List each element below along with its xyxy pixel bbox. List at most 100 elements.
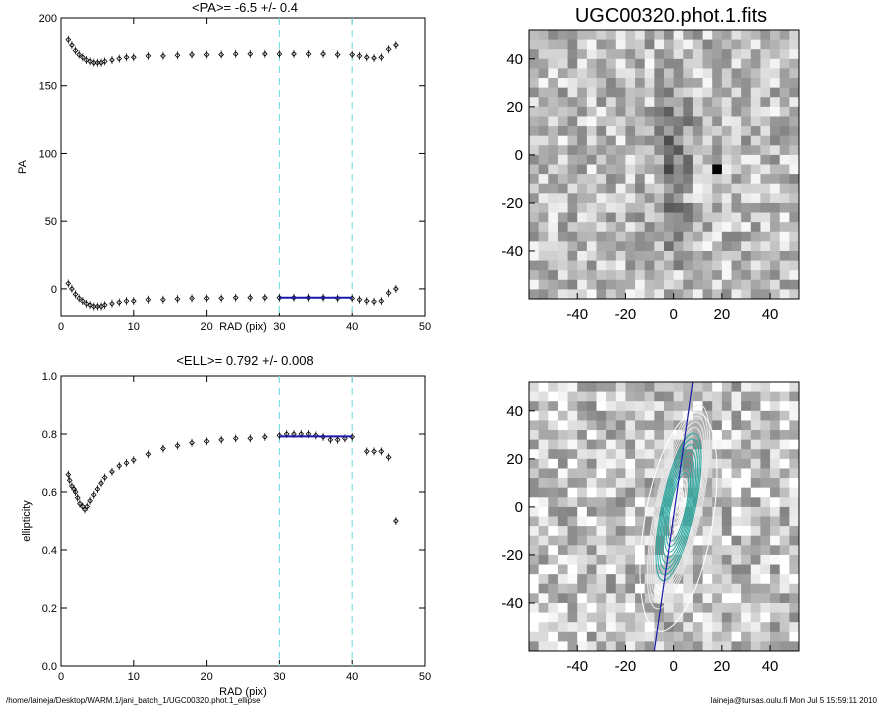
pixel xyxy=(538,78,549,89)
pixel xyxy=(548,135,559,146)
pixel xyxy=(760,183,771,194)
pixel xyxy=(596,391,607,402)
y-tick-label: -40 xyxy=(501,243,523,260)
pixel xyxy=(683,583,694,594)
pixel xyxy=(586,545,597,556)
pixel xyxy=(702,97,713,108)
pixel xyxy=(770,145,781,156)
pixel xyxy=(577,449,588,460)
pixel xyxy=(683,401,694,412)
pixel xyxy=(789,183,800,194)
pixel xyxy=(548,39,559,50)
pixel xyxy=(741,78,752,89)
pixel xyxy=(731,420,742,431)
pixel xyxy=(538,49,549,60)
pixel xyxy=(567,279,578,290)
pixel xyxy=(644,78,655,89)
pixel xyxy=(548,506,559,517)
pixel xyxy=(750,391,761,402)
pixel xyxy=(596,506,607,517)
pixel xyxy=(635,430,646,441)
isophote-ellipse xyxy=(667,472,690,542)
pixel xyxy=(557,487,569,498)
pixel xyxy=(567,401,578,412)
pixel xyxy=(567,202,578,214)
pixel xyxy=(731,468,742,479)
pixel xyxy=(548,250,559,262)
pixel xyxy=(596,545,607,556)
pixel xyxy=(557,222,569,233)
pixel xyxy=(760,602,771,614)
pixel xyxy=(760,49,771,60)
pixel xyxy=(654,458,665,469)
pixel xyxy=(548,420,559,431)
pixel xyxy=(606,116,617,127)
pixel xyxy=(692,391,704,402)
pixel xyxy=(702,401,713,412)
pixel xyxy=(567,602,578,614)
pixel xyxy=(731,164,742,175)
pixel xyxy=(538,202,549,214)
pixel xyxy=(750,49,761,60)
pixel xyxy=(664,574,675,585)
pixel xyxy=(557,250,569,262)
data-point xyxy=(109,57,115,63)
pixel xyxy=(606,641,617,652)
pixel xyxy=(538,193,549,204)
pixel xyxy=(712,260,723,271)
data-point xyxy=(305,51,312,57)
pixel xyxy=(721,154,732,165)
pixel xyxy=(664,106,675,117)
pixel xyxy=(683,622,694,633)
pixel xyxy=(529,410,540,421)
pixel xyxy=(750,39,761,50)
pixel xyxy=(548,401,559,412)
pixel xyxy=(548,154,559,165)
pixel xyxy=(644,154,655,165)
pixel xyxy=(654,97,665,108)
pixel xyxy=(731,106,742,117)
pixel xyxy=(731,250,742,262)
pixel xyxy=(557,135,569,146)
pixel xyxy=(586,487,597,498)
pixel xyxy=(586,145,597,156)
pixel xyxy=(529,126,540,137)
pixel xyxy=(577,535,588,546)
pixel xyxy=(577,631,588,642)
pixel xyxy=(635,641,646,652)
pixel xyxy=(664,135,675,146)
pixel xyxy=(606,506,617,517)
pixel xyxy=(557,420,569,431)
pixel xyxy=(606,430,617,441)
pixel xyxy=(721,241,732,252)
pixel xyxy=(673,58,684,69)
pixel xyxy=(731,535,742,546)
pixel xyxy=(577,478,588,489)
pixel xyxy=(538,430,549,441)
pixel xyxy=(529,39,540,50)
data-point xyxy=(371,448,377,455)
x-tick-label: -40 xyxy=(566,306,588,323)
pixel xyxy=(586,641,597,652)
pixel xyxy=(567,574,578,585)
pixel xyxy=(741,487,752,498)
pixel xyxy=(538,478,549,489)
pixel xyxy=(731,174,742,185)
pixel xyxy=(721,270,732,281)
pixel xyxy=(654,231,665,242)
pixel xyxy=(644,468,655,479)
pixel xyxy=(654,145,665,156)
pixel xyxy=(654,439,665,450)
pixel xyxy=(721,126,732,137)
pixel xyxy=(673,222,684,233)
pixel xyxy=(529,193,540,204)
pixel xyxy=(548,260,559,271)
pixel xyxy=(712,641,723,652)
pixel xyxy=(712,49,723,60)
pixel xyxy=(673,391,684,402)
pixel xyxy=(750,145,761,156)
pixel xyxy=(548,554,559,566)
pixel xyxy=(529,526,540,537)
pixel xyxy=(712,222,723,233)
pixel xyxy=(615,145,626,156)
